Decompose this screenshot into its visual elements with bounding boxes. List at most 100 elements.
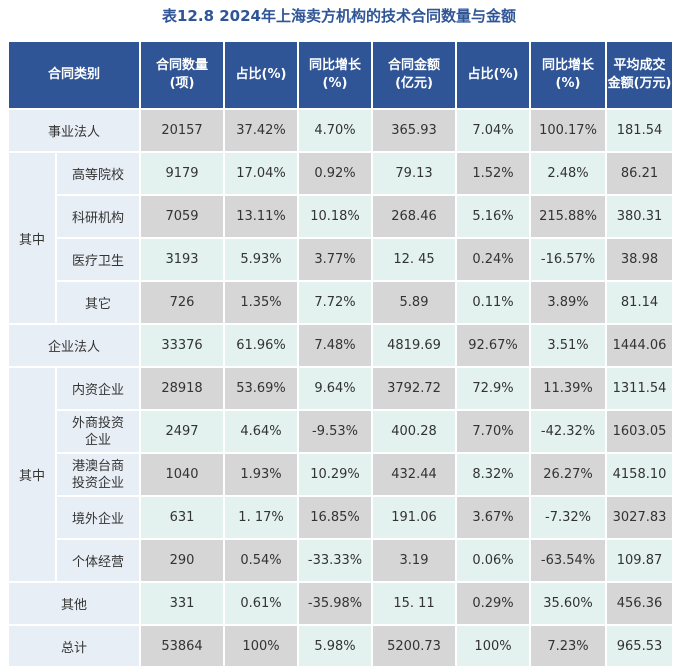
- cell: 365.93: [371, 108, 458, 153]
- cell: 0.61%: [223, 581, 300, 626]
- table-row: 医疗卫生 3193 5.93% 3.77% 12. 45 0.24% -16.5…: [8, 237, 675, 282]
- cell: -33.33%: [297, 538, 374, 583]
- cell: 53864: [139, 624, 226, 668]
- cell: 26.27%: [529, 452, 608, 497]
- cell: 0.24%: [455, 237, 532, 282]
- cell: 8.32%: [455, 452, 532, 497]
- header-avg: 平均成交 金额(万元): [605, 40, 675, 110]
- cell: 109.87: [605, 538, 675, 583]
- cell: 86.21: [605, 151, 675, 196]
- cell: 7.04%: [455, 108, 532, 153]
- table-row: 境外企业 631 1. 17% 16.85% 191.06 3.67% -7.3…: [8, 495, 675, 540]
- cell: 20157: [139, 108, 226, 153]
- cell: 0.11%: [455, 280, 532, 325]
- table-row: 其中 高等院校 9179 17.04% 0.92% 79.13 1.52% 2.…: [7, 151, 675, 325]
- cell: 100%: [223, 624, 300, 668]
- cell: 456.36: [605, 581, 675, 626]
- row-label: 医疗卫生: [54, 237, 142, 282]
- cell: 631: [139, 495, 226, 540]
- cell: 3792.72: [371, 366, 458, 411]
- cell: 33376: [139, 323, 226, 368]
- cell: 35.60%: [529, 581, 608, 626]
- group-label: 其中: [7, 366, 57, 583]
- cell: 1. 17%: [223, 495, 300, 540]
- cell: 38.98: [605, 237, 675, 282]
- row-label: 高等院校: [54, 151, 142, 196]
- cell: 9.64%: [297, 366, 374, 411]
- header-count: 合同数量 (项): [139, 40, 226, 110]
- cell: 181.54: [605, 108, 675, 153]
- cell: 3.51%: [529, 323, 608, 368]
- cell: 4158.10: [605, 452, 675, 497]
- row-label: 事业法人: [6, 108, 142, 153]
- cell: 16.85%: [297, 495, 374, 540]
- cell: 1311.54: [605, 366, 675, 411]
- cell: 331: [139, 581, 226, 626]
- cell: 1603.05: [605, 409, 675, 454]
- row-label: 内资企业: [54, 366, 142, 411]
- cell: -63.54%: [529, 538, 608, 583]
- row-label: 企业法人: [6, 323, 142, 368]
- header-amount: 合同金额 (亿元): [371, 40, 458, 110]
- cell: 53.69%: [223, 366, 300, 411]
- cell: 61.96%: [223, 323, 300, 368]
- cell: 72.9%: [455, 366, 532, 411]
- cell: 17.04%: [223, 151, 300, 196]
- cell: 1444.06: [605, 323, 675, 368]
- cell: 1040: [139, 452, 226, 497]
- header-amount-share: 占比(%): [455, 40, 532, 110]
- cell: 13.11%: [223, 194, 300, 239]
- cell: 191.06: [371, 495, 458, 540]
- cell: 5.93%: [223, 237, 300, 282]
- cell: 0.06%: [455, 538, 532, 583]
- cell: 0.54%: [223, 538, 300, 583]
- row-label: 外商投资 企业: [54, 409, 142, 454]
- cell: -16.57%: [529, 237, 608, 282]
- cell: 4.64%: [223, 409, 300, 454]
- cell: 15. 11: [371, 581, 458, 626]
- cell: 7.70%: [455, 409, 532, 454]
- cell: 1.35%: [223, 280, 300, 325]
- table-row: 科研机构 7059 13.11% 10.18% 268.46 5.16% 215…: [8, 194, 675, 239]
- table-row: 总计 53864 100% 5.98% 5200.73 100% 7.23% 9…: [6, 624, 675, 668]
- cell: 100%: [455, 624, 532, 668]
- cell: 1.93%: [223, 452, 300, 497]
- cell: 0.92%: [297, 151, 374, 196]
- table-title: 表12.8 2024年上海卖方机构的技术合同数量与金额: [162, 7, 516, 25]
- cell: 4.70%: [297, 108, 374, 153]
- cell: 100.17%: [529, 108, 608, 153]
- cell: 7059: [139, 194, 226, 239]
- cell: 726: [139, 280, 226, 325]
- cell: 3027.83: [605, 495, 675, 540]
- cell: 2.48%: [529, 151, 608, 196]
- cell: -7.32%: [529, 495, 608, 540]
- cell: 10.29%: [297, 452, 374, 497]
- table-row: 其他 331 0.61% -35.98% 15. 11 0.29% 35.60%…: [6, 581, 675, 626]
- cell: 5.16%: [455, 194, 532, 239]
- table-row: 其它 726 1.35% 7.72% 5.89 0.11% 3.89% 81.1…: [8, 280, 675, 325]
- cell: 3.67%: [455, 495, 532, 540]
- table-row: 企业法人 33376 61.96% 7.48% 4819.69 92.67% 3…: [6, 323, 675, 368]
- cell: 2497: [139, 409, 226, 454]
- cell: 10.18%: [297, 194, 374, 239]
- table-row: 外商投资 企业 2497 4.64% -9.53% 400.28 7.70% -4…: [8, 409, 675, 454]
- cell: 0.29%: [455, 581, 532, 626]
- cell: 3.77%: [297, 237, 374, 282]
- cell: 215.88%: [529, 194, 608, 239]
- cell: 92.67%: [455, 323, 532, 368]
- cell: -35.98%: [297, 581, 374, 626]
- header-row: 合同类别 合同数量 (项) 占比(%) 同比增长 (%) 合同金额 (亿元) 占比(%…: [6, 40, 675, 110]
- contracts-table: 合同类别 合同数量 (项) 占比(%) 同比增长 (%) 合同金额 (亿元) 占比(%…: [6, 40, 675, 668]
- row-label: 个体经营: [54, 538, 142, 583]
- row-label: 境外企业: [54, 495, 142, 540]
- cell: 3.89%: [529, 280, 608, 325]
- cell: 965.53: [605, 624, 675, 668]
- row-label: 科研机构: [54, 194, 142, 239]
- cell: 37.42%: [223, 108, 300, 153]
- cell: 4819.69: [371, 323, 458, 368]
- cell: 380.31: [605, 194, 675, 239]
- cell: 290: [139, 538, 226, 583]
- cell: -42.32%: [529, 409, 608, 454]
- row-label: 其他: [6, 581, 142, 626]
- row-label: 其它: [54, 280, 142, 325]
